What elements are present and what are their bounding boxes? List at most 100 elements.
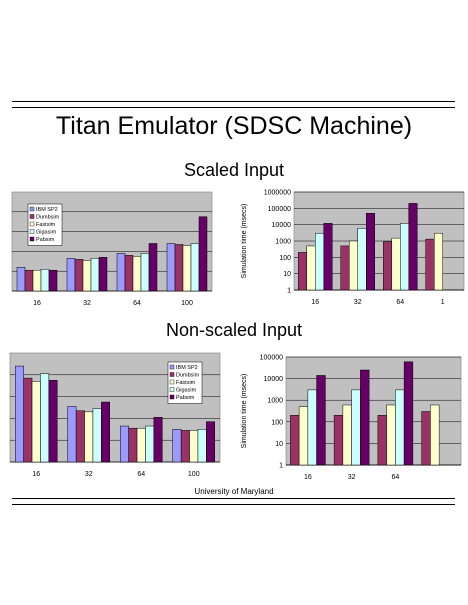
x-tick-label: 64: [391, 474, 399, 481]
bar: [400, 223, 409, 291]
bar: [92, 408, 102, 463]
bar: [98, 257, 108, 292]
y-tick-label: 10000: [272, 222, 292, 229]
x-tick-label: 32: [85, 471, 93, 478]
bar: [116, 253, 126, 292]
bar: [124, 255, 134, 292]
legend-swatch: [169, 387, 175, 392]
footer-text: University of Maryland: [194, 487, 274, 496]
bar: [128, 427, 138, 463]
y-tick-label: 100000: [268, 206, 291, 213]
bar: [153, 417, 163, 463]
bar: [182, 245, 192, 292]
legend-swatch: [29, 229, 35, 234]
bar: [82, 260, 92, 292]
bar: [434, 232, 443, 291]
bar: [140, 253, 150, 292]
legend-label: Gigasim: [36, 230, 57, 236]
top-rule-2: [12, 107, 455, 108]
x-tick-label: 100: [188, 471, 200, 478]
bar: [425, 238, 435, 291]
bar: [67, 406, 77, 463]
bar: [323, 223, 333, 291]
bar: [340, 245, 350, 291]
y-tick-label: 1000: [267, 398, 283, 405]
bar: [366, 213, 375, 291]
legend-label: Pabsim: [36, 237, 55, 243]
bar: [90, 258, 100, 292]
y-tick-label: 1000: [275, 239, 291, 246]
bar: [206, 421, 216, 463]
bar: [386, 404, 396, 466]
bar: [189, 430, 199, 463]
bar: [197, 429, 207, 463]
x-tick-label: 32: [354, 299, 362, 306]
y-tick-label: 100000: [260, 355, 283, 362]
bar: [40, 373, 50, 463]
bar: [120, 425, 129, 463]
x-tick-label: 16: [311, 299, 319, 306]
bar: [298, 406, 309, 466]
bar: [430, 404, 440, 466]
bar: [306, 245, 316, 291]
bar: [391, 237, 401, 291]
bar: [145, 425, 155, 463]
bar: [32, 269, 42, 292]
y-tick-label: 1: [279, 463, 283, 470]
y-tick-label: 100: [279, 255, 291, 262]
bar: [307, 389, 317, 466]
x-tick-label: 16: [33, 300, 41, 307]
legend-swatch: [169, 379, 175, 385]
bar: [174, 244, 184, 292]
legend-label: Fastsim: [176, 380, 196, 386]
bar: [24, 269, 34, 292]
bar: [75, 410, 85, 463]
legend-label: Fastsim: [36, 222, 56, 228]
legend-swatch: [29, 206, 35, 212]
bar: [136, 427, 146, 463]
bar: [190, 243, 200, 292]
legend-swatch: [29, 236, 35, 242]
y-axis-label: Simulation time (msecs): [241, 204, 248, 279]
bar: [290, 415, 300, 466]
bar: [74, 259, 84, 292]
bar: [360, 369, 370, 466]
scaled-log-chart: 1 10 100 1000 10000 100000 1000000 16 32 64 1 Simul…: [241, 190, 465, 306]
bar: [148, 243, 158, 292]
bar: [395, 389, 405, 466]
y-tick-label: 1: [287, 288, 291, 295]
bar: [40, 268, 50, 292]
bar: [351, 389, 361, 466]
bar: [403, 361, 414, 466]
bar: [342, 404, 352, 466]
y-tick-label: 10: [275, 441, 283, 448]
bar: [172, 429, 182, 463]
bar: [315, 232, 324, 291]
x-tick-label: 32: [83, 300, 91, 307]
bar: [16, 266, 26, 292]
legend-swatch: [29, 221, 35, 227]
legend-swatch: [169, 364, 175, 370]
x-tick-label: 64: [133, 300, 141, 307]
section-heading-nonscaled: Non-scaled Input: [165, 320, 303, 340]
bar: [31, 381, 41, 463]
legend-label: IBM SP2: [176, 365, 198, 371]
x-tick-label: 32: [348, 474, 356, 481]
legend-label: Gigasim: [176, 388, 197, 394]
bar: [421, 411, 431, 466]
bar: [198, 216, 208, 292]
bar: [15, 365, 24, 463]
nonscaled-log-chart: 1 10 100 1000 10000 100000 16 32 64 Simulation ti…: [241, 355, 462, 481]
x-tick-label: 16: [32, 471, 40, 478]
legend-swatch: [169, 394, 175, 400]
y-axis-label: Simulation time (msecs): [241, 374, 248, 449]
bar: [316, 375, 326, 466]
bar: [48, 380, 58, 463]
bar: [333, 415, 344, 466]
bar: [383, 241, 392, 291]
x-tick-label: 16: [304, 474, 312, 481]
y-tick-label: 100: [271, 419, 283, 426]
legend-label: Dumbsim: [176, 373, 200, 379]
x-tick-label: 64: [137, 471, 145, 478]
